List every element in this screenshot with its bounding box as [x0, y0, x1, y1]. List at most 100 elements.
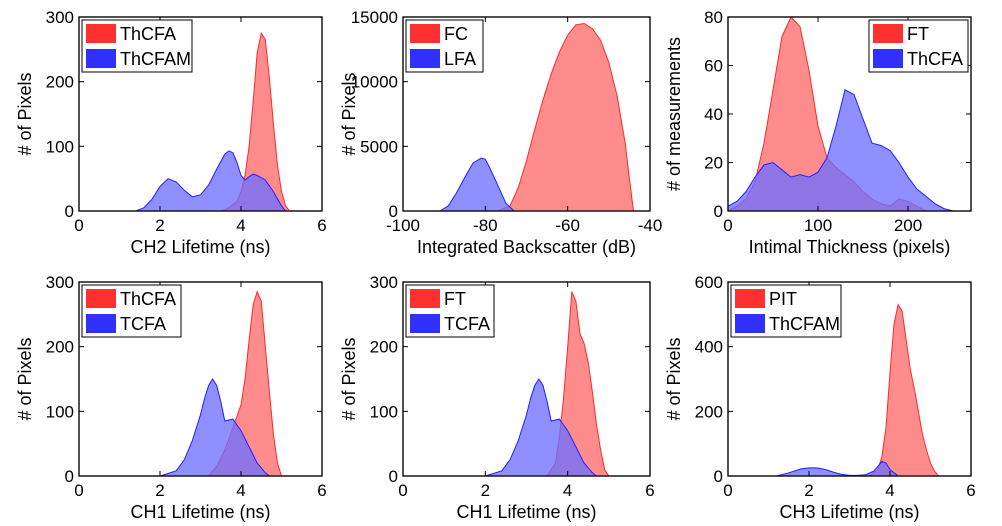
legend-label-thcfa: ThCFA [120, 289, 176, 309]
legend-swatch-tcfa [410, 314, 440, 333]
series-area-tcfa [159, 378, 271, 476]
x-tick-label: -60 [555, 216, 580, 235]
legend-label-fc: FC [444, 24, 468, 44]
x-tick-label: 6 [317, 481, 326, 500]
x-tick-label: -40 [638, 216, 663, 235]
plot-frame [402, 16, 651, 212]
x-axis-label: CH1 Lifetime (ns) [130, 502, 270, 522]
chart-panel-1: 0 2 4 6 0 100 200 300 CH2 Lifetime (ns) # of Pixe… [15, 8, 327, 257]
legend-label-lfa: LFA [444, 49, 476, 69]
y-tick-label: 0 [389, 467, 398, 486]
legend: PIT ThCFAM [730, 284, 842, 338]
y-tick-label: 100 [370, 402, 398, 421]
series-layer [135, 31, 291, 211]
legend: FT ThCFA [868, 19, 969, 73]
chart-panel-4: 0 2 4 6 0 100 200 300 CH1 Lifetime (ns) # of Pixe… [15, 273, 327, 522]
legend-label-ft: FT [444, 289, 466, 309]
chart-panel-3: 0 100 200 0 20 40 60 80 Intimal Thickness (pixel… [664, 8, 972, 257]
legend: FC LFA [405, 19, 484, 73]
y-tick-label: 200 [46, 73, 74, 92]
x-tick-label: 0 [74, 216, 83, 235]
legend-label-ft: FT [907, 24, 929, 44]
x-tick-label: 0 [398, 481, 407, 500]
y-axis-label: # of Pixels [15, 337, 35, 420]
x-tick-label: -80 [473, 216, 498, 235]
y-tick-label: 100 [46, 402, 74, 421]
series-layer [159, 290, 283, 476]
y-tick-label: 200 [370, 338, 398, 357]
series-layer [485, 291, 610, 476]
x-tick-label: 200 [894, 216, 922, 235]
chart-panel-2: -100 -80 -60 -40 0 5000 10000 15000 Integrated B… [339, 8, 662, 257]
y-tick-label: 300 [370, 273, 398, 292]
y-axis-label: # of measurements [664, 37, 684, 191]
x-axis-label: Integrated Backscatter (dB) [417, 237, 636, 257]
x-tick-label: 0 [723, 481, 732, 500]
x-tick-label: 4 [885, 481, 894, 500]
legend-swatch-fc [410, 24, 440, 43]
legend-label-thcfam: ThCFAM [120, 49, 191, 69]
x-tick-label: 6 [966, 481, 975, 500]
series-area-fc [497, 22, 635, 211]
legend: ThCFA ThCFAM [81, 19, 193, 73]
y-tick-label: 0 [65, 202, 74, 221]
legend: FT TCFA [405, 284, 495, 338]
legend: ThCFA TCFA [81, 284, 182, 338]
legend-swatch-lfa [410, 49, 440, 68]
x-tick-label: 6 [645, 481, 654, 500]
plot-frame [402, 281, 651, 477]
plot-frame [727, 281, 972, 477]
y-tick-label: 200 [695, 402, 723, 421]
legend-swatch-thcfa [873, 49, 903, 68]
series-area-thcfam [135, 150, 287, 211]
x-tick-label: 4 [236, 481, 245, 500]
y-tick-label: 200 [46, 338, 74, 357]
legend-swatch-ft [410, 289, 440, 308]
y-tick-label: 10000 [351, 73, 398, 92]
legend-swatch-thcfa [86, 289, 116, 308]
y-axis-label: # of Pixels [339, 72, 359, 155]
y-tick-label: 0 [714, 202, 723, 221]
legend-label-tcfa: TCFA [120, 314, 166, 334]
series-area-lfa [439, 157, 515, 211]
legend-label-thcfa: ThCFA [120, 24, 176, 44]
x-tick-label: 2 [804, 481, 813, 500]
series-layer [776, 303, 940, 476]
legend-swatch-thcfa [86, 24, 116, 43]
chart-panel-5: 0 2 4 6 0 100 200 300 CH1 Lifetime (ns) # of Pixe… [339, 273, 655, 522]
y-tick-label: 40 [704, 105, 723, 124]
y-tick-label: 80 [704, 8, 723, 27]
y-tick-label: 100 [46, 137, 74, 156]
plot-frame [78, 16, 323, 212]
series-area-thcfa [728, 89, 954, 211]
y-tick-label: 20 [704, 154, 723, 173]
y-tick-label: 0 [714, 467, 723, 486]
series-area-pit [869, 303, 940, 476]
series-area-tcfa [485, 378, 598, 476]
y-axis-label: # of Pixels [664, 337, 684, 420]
series-layer [728, 17, 954, 211]
plot-frame [78, 281, 323, 477]
y-tick-label: 300 [46, 8, 74, 27]
y-tick-label: 0 [389, 202, 398, 221]
legend-swatch-thcfam [735, 314, 765, 333]
x-tick-label: 100 [804, 216, 832, 235]
x-tick-label: 2 [481, 481, 490, 500]
legend-swatch-pit [735, 289, 765, 308]
x-tick-label: -100 [386, 216, 420, 235]
y-tick-label: 600 [695, 273, 723, 292]
y-axis-label: # of Pixels [339, 337, 359, 420]
chart-panel-6: 0 2 4 6 0 200 400 600 CH3 Lifetime (ns) # of Pixe… [664, 273, 976, 522]
x-axis-label: CH1 Lifetime (ns) [456, 502, 596, 522]
x-tick-label: 4 [236, 216, 245, 235]
y-tick-label: 300 [46, 273, 74, 292]
legend-swatch-ft [873, 24, 903, 43]
legend-label-tcfa: TCFA [444, 314, 490, 334]
legend-label-thcfam: ThCFAM [769, 314, 840, 334]
x-axis-label: CH2 Lifetime (ns) [130, 237, 270, 257]
legend-label-thcfa: ThCFA [907, 49, 963, 69]
series-layer [439, 22, 635, 211]
y-tick-label: 400 [695, 338, 723, 357]
x-axis-label: Intimal Thickness (pixels) [749, 237, 951, 257]
x-tick-label: 2 [155, 481, 164, 500]
